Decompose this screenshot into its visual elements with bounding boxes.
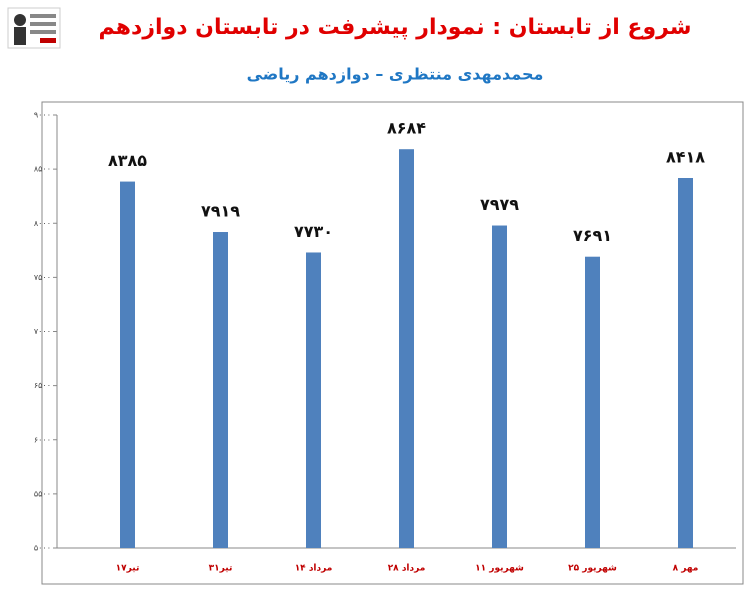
y-tick-label: ۶۵۰۰ <box>34 381 51 390</box>
chart-subtitle: محمدمهدی منتظری – دوازدهم ریاضی <box>247 65 544 84</box>
chart-title: شروع از تابستان : نمودار پیشرفت در تابست… <box>99 15 692 40</box>
bar <box>120 181 135 549</box>
value-label: ۷۹۱۹ <box>201 202 240 221</box>
y-tick-label: ۷۰۰۰ <box>34 327 51 336</box>
x-tick-label: ۱۴ مرداد <box>295 564 333 574</box>
x-tick-label: ۱۱ شهریور <box>475 564 524 574</box>
logo <box>7 7 61 49</box>
y-tick-label: ۵۵۰۰ <box>34 489 51 498</box>
x-tick-label: ۸ مهر <box>673 564 699 574</box>
bar <box>492 225 507 548</box>
y-tick-label: ۹۰۰۰ <box>34 111 51 120</box>
y-tick-label: ۷۵۰۰ <box>34 273 51 282</box>
bar <box>399 149 414 548</box>
x-tick-label: ۱۷تیر <box>116 564 140 574</box>
chart-frame <box>41 101 744 585</box>
value-label: ۷۶۹۱ <box>573 226 612 245</box>
x-tick-label: ۳۱تیر <box>209 564 233 574</box>
y-tick-label: ۶۰۰۰ <box>34 435 51 444</box>
bar <box>585 256 600 548</box>
value-label: ۸۳۸۵ <box>108 151 147 170</box>
value-label: ۸۴۱۸ <box>666 148 705 167</box>
x-tick-label: ۲۵ شهریور <box>568 564 617 574</box>
y-tick-label: ۵۰۰۰ <box>34 544 51 553</box>
bar <box>306 252 321 549</box>
x-tick-label: ۲۸ مرداد <box>388 564 426 574</box>
y-tick-label: ۸۵۰۰ <box>34 165 51 174</box>
value-label: ۷۷۳۰ <box>294 222 333 241</box>
bar <box>678 178 693 548</box>
value-label: ۸۶۸۴ <box>387 119 426 138</box>
y-tick-label: ۸۰۰۰ <box>34 219 51 228</box>
bar <box>213 232 228 548</box>
value-label: ۷۹۷۹ <box>480 195 519 214</box>
